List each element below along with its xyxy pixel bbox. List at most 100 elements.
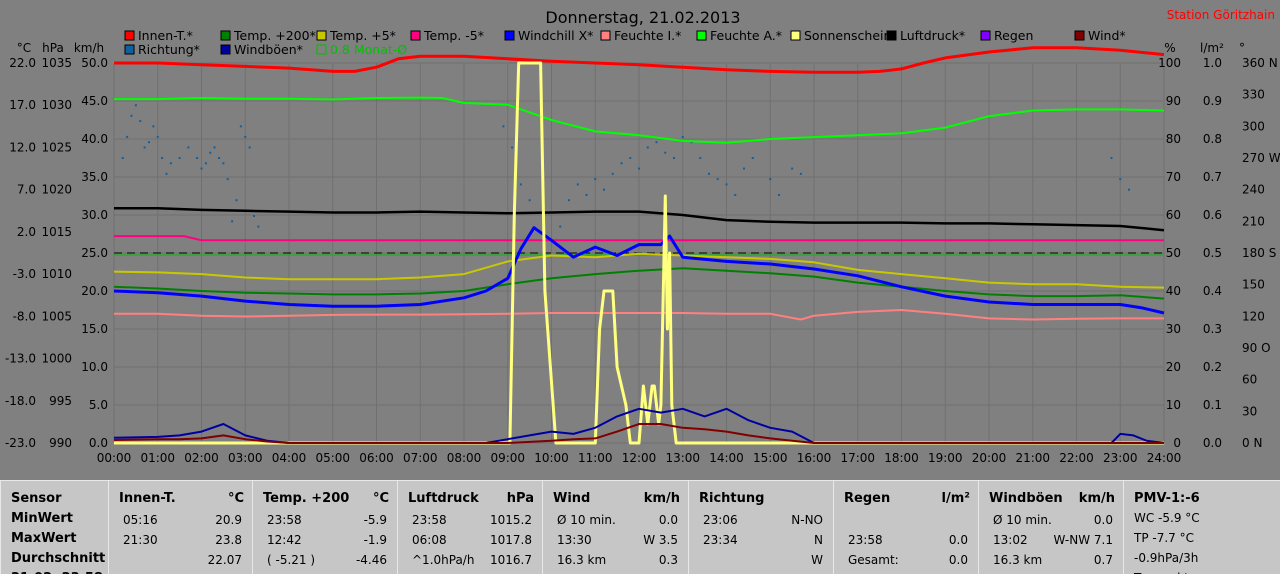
stats-cell-value: -4.46 (355, 553, 387, 567)
y-tick-direction: 210 (1242, 214, 1265, 228)
series-line (113, 252, 1165, 289)
stats-cell-label: Ø 10 min. (993, 513, 1052, 527)
direction-point (611, 172, 614, 175)
direction-point (603, 188, 605, 191)
x-tick-label: 14:00 (709, 451, 744, 465)
direction-point (209, 151, 212, 154)
stats-cell-label: 16.3 km (993, 553, 1043, 567)
x-tick-label: 07:00 (403, 451, 438, 465)
direction-point (148, 141, 150, 144)
direction-point (620, 162, 623, 165)
x-tick-label: 00:00 (97, 451, 132, 465)
direction-point (139, 120, 142, 123)
axis-ticks: 00:00 01:00 02:00 03:00 04:00 05:00 06:00 07:00… (5, 56, 1280, 465)
stats-header: Richtung (699, 491, 765, 506)
x-tick-label: 24:00 (1147, 451, 1182, 465)
x-tick-label: 04:00 (272, 451, 307, 465)
direction-point (708, 172, 710, 175)
y-tick-direction: 180 S (1242, 246, 1276, 260)
direction-point (681, 135, 684, 138)
stats-cell-label: Gesamt: (848, 553, 899, 567)
legend-label: Temp. +5* (329, 28, 396, 43)
legend-label: Feuchte A.* (710, 28, 782, 43)
y-tick-temp: -3.0 (13, 267, 36, 281)
stats-cell-label: 16.3 km (557, 553, 607, 567)
direction-point (235, 199, 238, 202)
legend-swatch (124, 44, 135, 55)
stats-unit: hPa (506, 491, 534, 506)
legend-label: Innen-T.* (138, 28, 193, 43)
direction-point (222, 162, 225, 165)
direction-point (743, 167, 745, 170)
stats-cell-label: 23:34 (703, 533, 738, 547)
y-tick-humidity: 60 (1166, 208, 1181, 222)
axis-unit-temp: °C (17, 41, 31, 55)
direction-point (559, 225, 562, 228)
legend-label: Temp. +200* (233, 28, 316, 43)
direction-point (156, 135, 159, 138)
series-line (114, 206, 1165, 232)
direction-point (161, 157, 164, 159)
y-tick-humidity: 10 (1166, 398, 1181, 412)
stats-cell-value: N-NO (791, 513, 823, 527)
y-tick-temp: 2.0 (17, 225, 36, 239)
direction-point (218, 157, 220, 159)
legend-swatch (790, 30, 801, 41)
x-tick-label: 10:00 (534, 451, 569, 465)
x-tick-label: 15:00 (753, 451, 788, 465)
legend-label: Windchill X* (518, 28, 593, 43)
direction-point (1119, 178, 1122, 181)
legend-swatch (124, 30, 135, 41)
stats-header: Wind (553, 491, 591, 506)
legend-swatch (504, 30, 515, 41)
y-tick-rain: 0.4 (1203, 284, 1222, 298)
y-tick-temp: -23.0 (5, 436, 36, 450)
stats-cell-value: 0.0 (948, 533, 968, 547)
stats-panel: Windböen km/h Ø 10 min. 0.0 13:02 W-NW 7.1 16.… (978, 480, 1123, 574)
stats-cell-label: 23:58 (267, 513, 302, 527)
stats-cell-label: 23:58 (412, 513, 447, 527)
y-tick-pressure: 1035 (41, 56, 72, 70)
direction-point (511, 146, 514, 149)
x-tick-label: 05:00 (315, 451, 350, 465)
legend-swatch (410, 30, 421, 41)
y-tick-rain: 0.8 (1203, 132, 1222, 146)
x-tick-label: 20:00 (972, 451, 1007, 465)
direction-point (126, 135, 129, 138)
stats-unit: km/h (1078, 491, 1115, 506)
stats-row-label: WC -5.9 °C (1134, 511, 1200, 525)
y-tick-pressure: 1000 (41, 352, 72, 366)
stats-unit: km/h (643, 491, 680, 506)
x-tick-label: 12:00 (622, 451, 657, 465)
stats-header: Regen (844, 491, 891, 506)
legend-swatch (980, 30, 991, 41)
y-tick-wind: 0.0 (89, 436, 108, 450)
stats-header: PMV-1:-6 (1134, 491, 1200, 506)
stats-row-label: MinWert (11, 511, 73, 526)
stats-row-label: TP -7.7 °C (1134, 531, 1194, 545)
y-tick-rain: 0.3 (1203, 322, 1222, 336)
series-line (114, 96, 1165, 144)
y-tick-rain: 0.9 (1203, 94, 1222, 108)
legend-label: Regen (994, 28, 1033, 43)
y-tick-temp: -8.0 (13, 309, 36, 323)
direction-point (585, 193, 588, 196)
axis-unit-pressure: hPa (42, 41, 64, 55)
x-tick-label: 06:00 (359, 451, 394, 465)
series-line (113, 226, 1165, 315)
stats-unit: °C (372, 491, 389, 506)
y-tick-humidity: 20 (1166, 360, 1181, 374)
axis-unit-direction: ° (1239, 41, 1245, 55)
legend-label: Temp. -5* (423, 28, 484, 43)
y-tick-wind: 45.0 (81, 94, 108, 108)
x-tick-label: 08:00 (447, 451, 482, 465)
y-tick-wind: 40.0 (81, 132, 108, 146)
x-tick-label: 17:00 (840, 451, 875, 465)
axis-unit-wind: km/h (74, 41, 104, 55)
direction-point (646, 146, 649, 149)
direction-point (576, 183, 579, 186)
direction-point (528, 199, 531, 202)
stats-cell-value: 0.7 (1093, 553, 1113, 567)
stats-unit: °C (227, 491, 244, 506)
